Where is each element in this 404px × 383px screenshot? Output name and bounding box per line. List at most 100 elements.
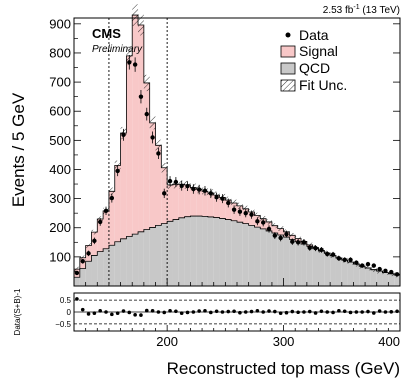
data-point (138, 94, 144, 99)
signal-bar (207, 193, 214, 217)
qcd-bar (120, 238, 127, 286)
ratio-point (104, 310, 108, 314)
qcd-bar (85, 261, 92, 286)
qcd-bar (167, 221, 173, 286)
data-point (371, 263, 377, 268)
signal-bar (126, 55, 133, 237)
y-tick-label: 600 (49, 104, 71, 119)
ratio-point (284, 310, 289, 315)
data-points (74, 55, 400, 277)
ratio-point (191, 310, 196, 314)
qcd-bar (283, 237, 290, 286)
data-point (284, 231, 289, 237)
data-point (307, 245, 312, 251)
x-axis-ticks: 200 300 400 (85, 325, 401, 349)
signal-bar (120, 133, 127, 239)
ratio-point (389, 309, 394, 314)
data-point (173, 179, 179, 185)
qcd-bar (301, 244, 307, 286)
data-point (179, 183, 184, 188)
data-point (313, 245, 318, 251)
signal-bar (178, 184, 185, 218)
signal-bar (190, 187, 197, 217)
ratio-point (115, 311, 120, 315)
qcd-bar (394, 274, 400, 286)
signal-bar (114, 165, 121, 242)
qcd-bar (126, 236, 133, 286)
qcd-bar (196, 216, 203, 286)
data-point (132, 62, 138, 67)
x-tick-label: 300 (273, 334, 295, 349)
fit-unc-bin (237, 202, 243, 210)
qcd-bar (184, 216, 191, 286)
data-point (231, 207, 237, 212)
qcd-bar (260, 228, 267, 286)
y-axis-ticks: 100 200 300 400 500 600 700 800 900 (49, 16, 400, 272)
fit-unc-bin (277, 226, 284, 231)
ratio-point (127, 310, 132, 315)
data-point (115, 168, 120, 174)
data-point (249, 212, 254, 217)
qcd-bar (207, 216, 214, 286)
y-tick-label: 300 (49, 191, 71, 206)
ratio-point (342, 309, 347, 314)
ratio-point (372, 311, 376, 315)
ratio-point (185, 310, 190, 315)
ratio-point (98, 309, 102, 313)
x-tick-label: 200 (156, 334, 178, 349)
ratio-point (278, 311, 283, 315)
fit-unc-bin (295, 236, 302, 241)
qcd-bar (108, 245, 115, 286)
qcd-bar (79, 268, 86, 286)
fit-unc-bin (242, 205, 249, 212)
ratio-point (209, 310, 213, 315)
qcd-bar (190, 216, 197, 286)
qcd-bar (353, 264, 360, 286)
fit-unc-bin (155, 139, 162, 151)
data-point (237, 209, 243, 214)
qcd-bar (370, 269, 377, 286)
data-point (80, 259, 85, 264)
fit-unc-bin (132, 4, 139, 26)
ratio-point (267, 309, 271, 313)
signal-bar (97, 219, 104, 252)
experiment-label: CMS (92, 26, 121, 41)
fit-unc-bin (85, 243, 92, 248)
data-point (278, 235, 283, 241)
ratio-point (168, 309, 172, 313)
ratio-point (121, 309, 126, 313)
qcd-bar (295, 241, 302, 286)
ratio-point (150, 309, 155, 313)
ratio-point (325, 310, 330, 314)
data-point (208, 191, 214, 196)
main-plot-panel: 100 200 300 400 500 600 700 800 900 (49, 4, 401, 287)
signal-bar (219, 197, 226, 219)
data-point (220, 196, 225, 201)
signal-bar (225, 200, 232, 220)
y-tick-label: 900 (49, 16, 71, 31)
signal-bar (213, 195, 220, 218)
fit-unc-bin (138, 14, 144, 36)
ratio-point (75, 297, 79, 301)
ratio-panel: 0.5 0 −0.5 200 300 400 (55, 292, 401, 349)
qcd-bar (202, 216, 208, 286)
legend-fit-unc-label: Fit Unc. (299, 77, 347, 93)
data-point (162, 191, 167, 196)
data-point (214, 194, 219, 200)
data-point (191, 186, 196, 192)
qcd-bar (318, 251, 325, 286)
ratio-y-tick-label: 0.5 (60, 296, 72, 305)
ratio-point (395, 309, 399, 314)
qcd-bar (388, 273, 395, 286)
legend: Data Signal QCD Fit Unc. (280, 27, 347, 93)
qcd-bar (335, 258, 342, 286)
signal-bar (271, 225, 278, 233)
y-tick-label: 800 (49, 45, 71, 60)
data-point (330, 252, 336, 257)
data-point (226, 200, 231, 206)
qcd-bar (341, 260, 348, 286)
ratio-point (319, 309, 324, 314)
data-point (103, 208, 109, 214)
ratio-point (110, 312, 114, 317)
ratio-point (162, 310, 167, 315)
